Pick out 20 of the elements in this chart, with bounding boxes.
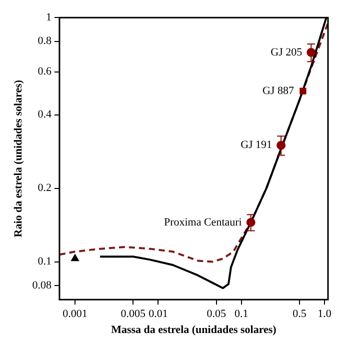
annotation: GJ 205 xyxy=(270,46,303,58)
annotation: GJ 191 xyxy=(240,139,272,152)
x-tick-label: 0.5 xyxy=(292,308,307,320)
y-tick-label: 1 xyxy=(46,11,52,24)
y-tick-label: 0.2 xyxy=(38,182,52,194)
x-tick-label: 0.05 xyxy=(206,308,226,320)
annotation: GJ 887 xyxy=(262,84,294,97)
x-tick-label: 1.0 xyxy=(318,308,332,320)
x-tick-label: 0.005 xyxy=(120,308,146,320)
y-tick-label: 0.1 xyxy=(38,256,52,268)
x-axis-title: Massa da estrela (unidades solares) xyxy=(111,324,277,336)
x-tick-label: 0.1 xyxy=(234,308,248,320)
x-tick-label: 0.01 xyxy=(148,308,168,320)
y-tick-label: 0.6 xyxy=(38,66,52,78)
y-axis-title: Raio da estrela (unidades solares) xyxy=(12,80,24,238)
y-tick-label: 0.8 xyxy=(38,35,52,48)
annotation: Proxima Centauri xyxy=(164,216,242,228)
y-tick-label: 0.4 xyxy=(38,108,52,121)
y-tick-label: 0.08 xyxy=(32,279,52,292)
x-tick-label: 0.001 xyxy=(62,308,88,320)
